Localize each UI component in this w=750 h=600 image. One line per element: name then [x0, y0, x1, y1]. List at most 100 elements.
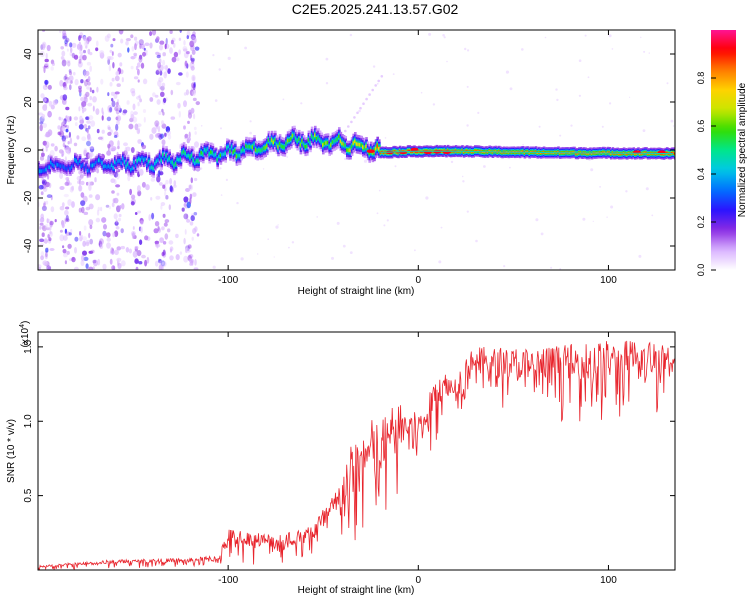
noise-dot: [86, 61, 91, 66]
ridge-cell: [363, 146, 367, 151]
ridge-cell: [157, 158, 160, 162]
ridge-cell: [216, 158, 219, 162]
ridge-cell: [291, 133, 295, 138]
ridge-cell: [274, 138, 277, 142]
noise-dot: [107, 125, 111, 130]
noise-dot: [584, 34, 587, 37]
noise-dot: [48, 100, 53, 107]
noise-dot: [83, 36, 87, 42]
noise-dot: [130, 65, 134, 70]
ridge-cell: [557, 151, 560, 154]
noise-dot: [71, 52, 75, 59]
noise-dot: [164, 132, 167, 137]
ridge-cell: [365, 144, 368, 149]
noise-dot: [190, 65, 195, 71]
noise-dot: [178, 49, 182, 55]
ridge-cell: [243, 148, 247, 153]
noise-dot: [100, 206, 103, 212]
noise-dot: [189, 262, 194, 266]
noise-dot: [159, 58, 162, 64]
noise-dot: [535, 218, 539, 222]
noise-dot: [181, 207, 185, 212]
noise-dot: [115, 184, 121, 188]
ridge-cell: [184, 151, 187, 156]
noise-dot: [79, 51, 84, 55]
noise-dot: [559, 134, 562, 137]
x-tick-label: 0: [416, 275, 422, 286]
noise-dot: [189, 221, 194, 226]
ridge-cell: [59, 164, 63, 169]
noise-dot: [134, 212, 138, 215]
noise-dot: [85, 206, 91, 211]
noise-dot: [131, 232, 136, 240]
ridge-cell: [590, 152, 594, 155]
ridge-cell: [96, 159, 99, 163]
noise-dot: [71, 256, 76, 263]
noise-dot: [91, 89, 95, 94]
noise-dot: [156, 36, 160, 41]
noise-dot: [640, 36, 642, 39]
ridge-cell: [82, 163, 85, 167]
noise-dot: [192, 228, 197, 234]
noise-dot: [194, 141, 199, 148]
noise-dot: [144, 42, 150, 47]
noise-dot: [64, 43, 69, 48]
ridge-cell: [462, 151, 466, 154]
noise-dot: [54, 145, 58, 152]
noise-dot: [49, 150, 55, 157]
noise-dot: [74, 236, 79, 242]
ridge-cell: [251, 145, 255, 149]
ridge-cell: [168, 156, 171, 161]
y-tick-label: -20: [23, 190, 34, 205]
ridge-cell: [378, 146, 381, 151]
ridge-cell: [166, 158, 170, 162]
noise-dot: [331, 256, 334, 260]
noise-dot: [587, 76, 590, 79]
noise-dot: [50, 206, 55, 213]
ridge-cell: [232, 150, 235, 154]
noise-dot: [80, 97, 85, 102]
noise-dot: [161, 123, 167, 129]
noise-dot: [183, 196, 189, 203]
noise-dot: [85, 239, 91, 245]
noise-dot: [87, 125, 91, 130]
ridge-cell: [267, 138, 271, 142]
ridge-cell: [278, 141, 282, 146]
noise-dot: [505, 70, 510, 74]
noise-dot: [97, 258, 101, 266]
noise-dot: [578, 59, 582, 62]
noise-dot: [102, 111, 105, 116]
noise-dot: [86, 128, 89, 134]
ridge-cell: [238, 153, 242, 158]
noise-dot: [109, 107, 113, 113]
noise-dot: [187, 244, 192, 249]
noise-dot: [462, 180, 465, 183]
snr-multiplier-base: (x10: [20, 327, 31, 347]
noise-dot: [45, 200, 49, 205]
ridge-cell: [176, 157, 179, 161]
ridge-cell: [494, 150, 498, 153]
noise-dot: [38, 266, 41, 270]
ridge-cell: [638, 152, 642, 155]
colorbar-axis: 0.0 0.2 0.4 0.6 0.8: [696, 72, 716, 276]
ridge-cell: [522, 150, 525, 153]
noise-dot: [186, 219, 191, 223]
noise-dot: [108, 205, 111, 210]
noise-dot: [162, 261, 167, 267]
noise-dot: [540, 232, 544, 236]
noise-dot: [347, 125, 350, 128]
noise-dot: [69, 51, 73, 57]
noise-dot: [220, 194, 223, 196]
noise-dot: [522, 143, 524, 146]
noise-dot: [151, 212, 155, 220]
noise-dot: [214, 99, 218, 102]
ridge-cell: [222, 152, 226, 157]
ridge-cell: [317, 135, 320, 140]
noise-dot: [383, 224, 386, 227]
noise-dot: [95, 217, 101, 223]
ridge-cell: [163, 157, 167, 161]
noise-dot: [164, 43, 167, 50]
x-tick-label: 0: [416, 575, 422, 586]
noise-dot: [84, 79, 88, 87]
noise-dot: [386, 219, 389, 222]
